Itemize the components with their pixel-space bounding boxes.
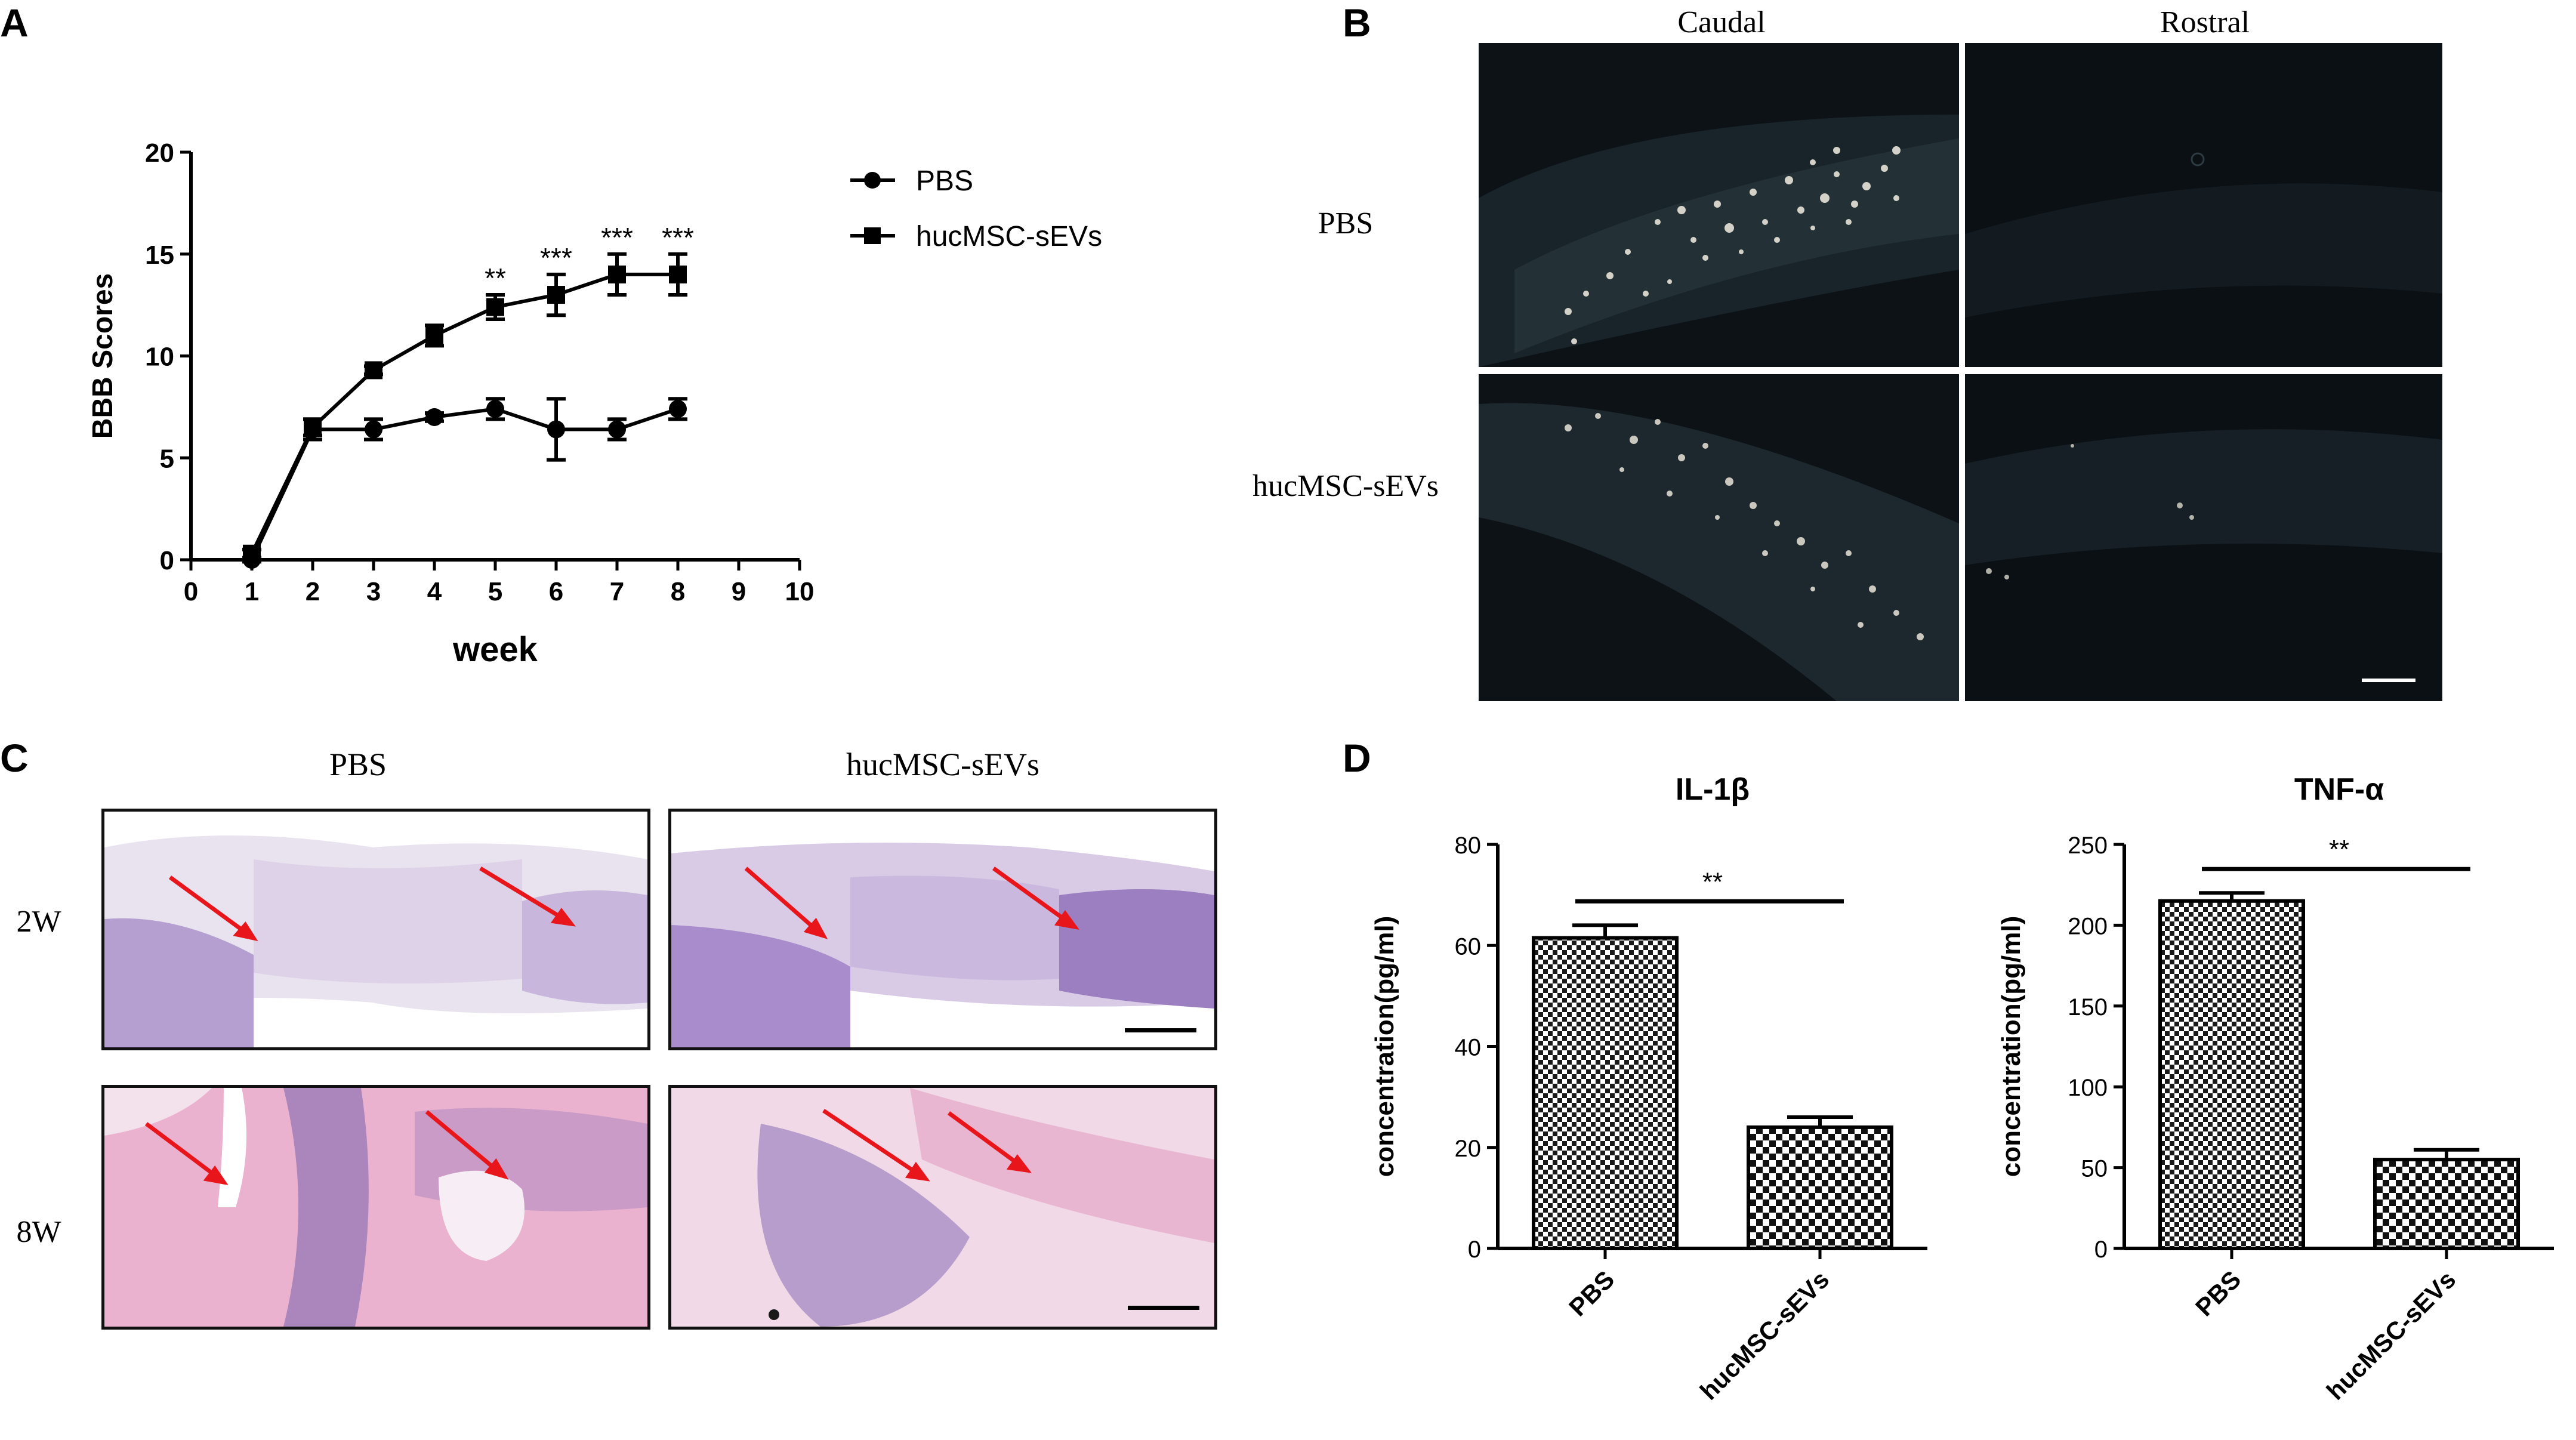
row-label-hucmsc-sevs: hucMSC-sEVs xyxy=(1252,469,1439,503)
y-tick-label: 0 xyxy=(2094,1237,2108,1263)
bar-pbs xyxy=(2158,899,2305,1250)
y-tick-label: 50 xyxy=(2081,1156,2108,1182)
x-tick-label: hucMSC-sEVs xyxy=(2321,1265,2461,1405)
data-point-hucmsc-sevs xyxy=(304,418,322,437)
x-tick-label: 5 xyxy=(488,577,502,606)
x-tick-label: 2 xyxy=(306,577,320,606)
il1b-bar-chart: IL-1β 0 20 40 60 80 concentration(pg/ml) PBS huc… xyxy=(1370,772,1927,1405)
y-axis-label: concentration(pg/ml) xyxy=(1370,916,1399,1177)
significance-marker: *** xyxy=(662,222,694,253)
y-tick-label: 20 xyxy=(145,138,174,168)
x-tick-label: 3 xyxy=(366,577,381,606)
y-tick-label: 80 xyxy=(1455,832,1482,859)
y-tick-label: 5 xyxy=(160,444,174,473)
histology-image-hucmsc-2w xyxy=(668,809,1217,1050)
bar-hucmsc-sevs xyxy=(2373,1158,2520,1250)
fluorescence-image-hucmsc-caudal xyxy=(1479,374,1959,701)
data-point-pbs xyxy=(425,408,443,426)
row-label-2w: 2W xyxy=(16,905,61,939)
y-tick-label: 0 xyxy=(160,546,174,575)
data-point-pbs xyxy=(547,420,565,439)
data-point-pbs xyxy=(486,400,504,418)
x-tick-label: 1 xyxy=(245,577,259,606)
row-label-pbs: PBS xyxy=(1318,206,1374,240)
col-label-rostral: Rostral xyxy=(2159,5,2250,39)
bar-pbs xyxy=(1532,936,1679,1250)
panel-label-a: A xyxy=(0,1,29,45)
legend-label: hucMSC-sEVs xyxy=(916,221,1102,252)
legend-marker-square xyxy=(864,227,881,244)
y-tick-label: 150 xyxy=(2068,994,2108,1020)
chart-title: IL-1β xyxy=(1676,772,1750,807)
col-label-hucmsc-sevs: hucMSC-sEVs xyxy=(846,747,1040,782)
significance-marker: ** xyxy=(485,263,506,294)
bar-hucmsc-sevs xyxy=(1747,1125,1893,1251)
x-tick-label: 4 xyxy=(427,577,442,606)
data-point-hucmsc-sevs xyxy=(365,361,382,380)
y-tick-label: 10 xyxy=(145,343,174,372)
scale-bar xyxy=(1128,1306,1199,1310)
x-tick-label: 9 xyxy=(732,577,746,606)
data-point-hucmsc-sevs xyxy=(669,265,687,283)
fluorescence-image-pbs-rostral xyxy=(1965,43,2442,367)
panel-label-b: B xyxy=(1343,1,1371,45)
x-axis-label: week xyxy=(452,630,538,669)
y-tick-label: 20 xyxy=(1455,1136,1482,1162)
x-tick-label: hucMSC-sEVs xyxy=(1695,1265,1835,1405)
legend-label: PBS xyxy=(916,165,973,197)
col-label-caudal: Caudal xyxy=(1677,5,1766,39)
panel-label-c: C xyxy=(0,736,29,780)
tnfa-bar-chart: TNF-α 0 50 100 150 200 250 concentration(pg/ml)… xyxy=(1997,772,2554,1405)
series-line-hucmsc-sevs xyxy=(250,272,678,555)
y-tick-label: 0 xyxy=(1468,1237,1481,1263)
x-tick-label: PBS xyxy=(1563,1265,1619,1321)
y-tick-label: 100 xyxy=(2068,1075,2108,1101)
series-line-pbs xyxy=(250,407,678,561)
y-tick-label: 15 xyxy=(145,240,174,270)
x-tick-label: 8 xyxy=(671,577,685,606)
x-tick-label: 6 xyxy=(549,577,563,606)
y-tick-label: 250 xyxy=(2068,832,2108,859)
data-point-hucmsc-sevs xyxy=(547,286,565,304)
significance-marker: *** xyxy=(601,222,633,253)
histology-image-pbs-2w xyxy=(101,809,650,1050)
histology-image-pbs-8w xyxy=(101,1085,650,1330)
fluorescence-image-hucmsc-rostral xyxy=(1965,374,2442,701)
x-tick-label: 10 xyxy=(785,577,815,606)
x-tick-label: 7 xyxy=(610,577,624,606)
data-point-hucmsc-sevs xyxy=(243,544,261,563)
x-tick-label: 0 xyxy=(184,577,198,606)
row-label-8w: 8W xyxy=(16,1215,61,1249)
panel-label-d: D xyxy=(1343,736,1371,780)
y-axis-label: concentration(pg/ml) xyxy=(1997,916,2026,1177)
y-tick-label: 60 xyxy=(1455,933,1482,960)
y-tick-label: 200 xyxy=(2068,913,2108,939)
chart-title: TNF-α xyxy=(2294,772,2384,807)
data-point-pbs xyxy=(608,420,626,439)
col-label-pbs: PBS xyxy=(329,747,387,782)
data-point-pbs xyxy=(365,420,382,439)
scale-bar xyxy=(1125,1028,1196,1032)
significance-marker: ** xyxy=(1702,867,1723,896)
legend-marker-circle xyxy=(864,172,881,189)
y-tick-label: 40 xyxy=(1455,1035,1482,1061)
histology-image-hucmsc-8w xyxy=(668,1085,1217,1330)
y-axis-label: BBB Scores xyxy=(87,273,119,439)
data-point-hucmsc-sevs xyxy=(608,265,626,283)
fluorescence-image-pbs-caudal xyxy=(1479,43,1959,367)
x-tick-label: PBS xyxy=(2190,1265,2246,1321)
data-point-pbs xyxy=(669,400,687,418)
significance-marker: ** xyxy=(2329,835,2349,864)
data-point-hucmsc-sevs xyxy=(425,326,443,345)
data-point-hucmsc-sevs xyxy=(486,298,504,316)
significance-marker: *** xyxy=(540,242,572,273)
scale-bar xyxy=(2362,679,2415,682)
